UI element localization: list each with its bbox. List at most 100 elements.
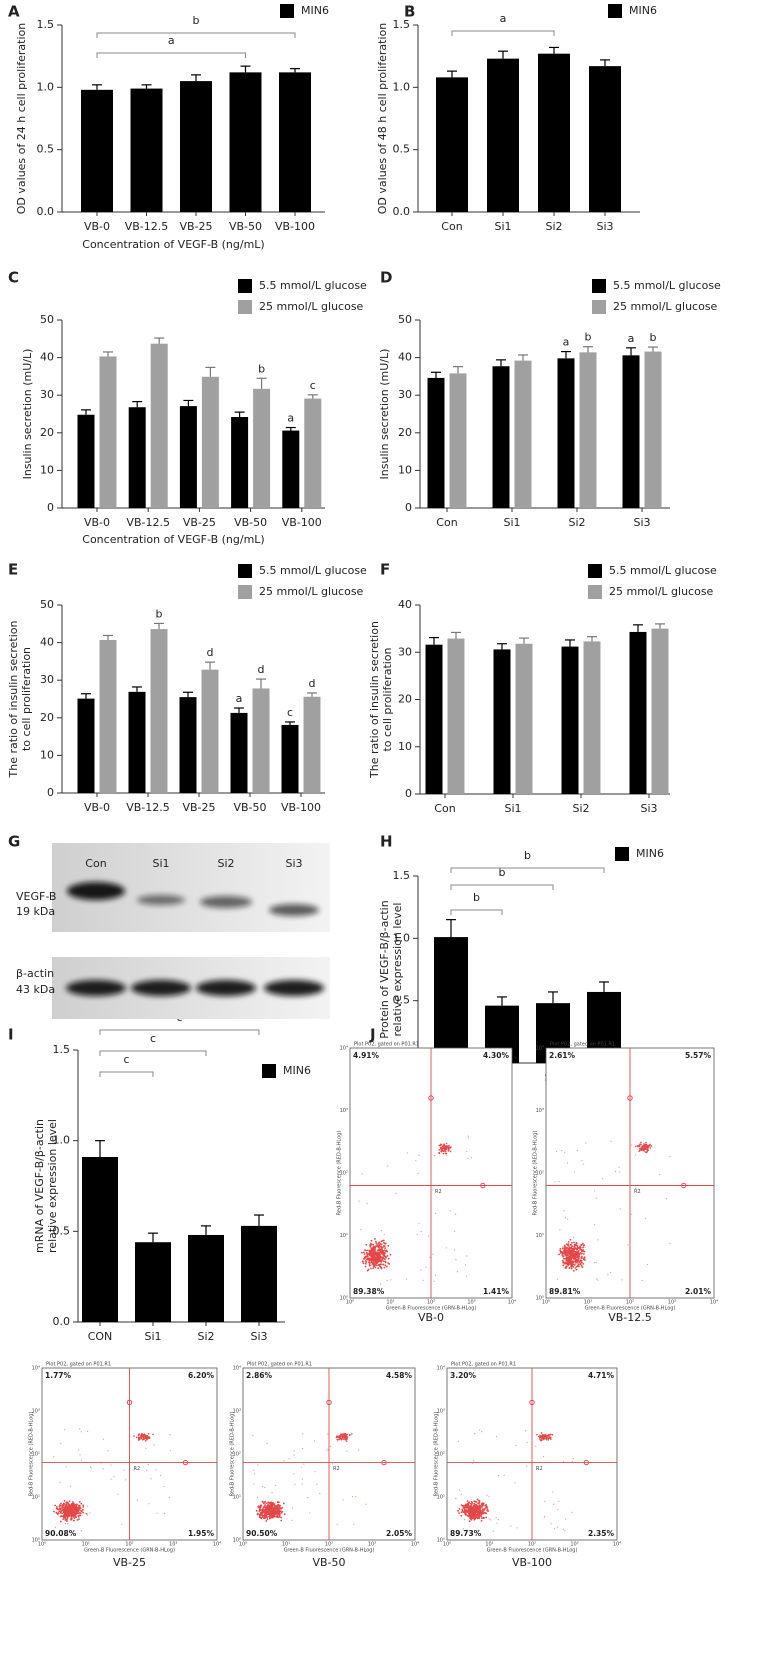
- event-dot: [560, 1252, 562, 1255]
- event-dot: [583, 1250, 586, 1253]
- event-dot: [481, 1506, 483, 1508]
- y-tick-label: 10: [398, 463, 412, 476]
- row-label: β-actin: [16, 967, 54, 980]
- event-dot: [379, 1249, 382, 1251]
- event-dot: [326, 1449, 328, 1451]
- x-tick-label: VB-100: [282, 516, 322, 529]
- panel-letter: E: [8, 561, 18, 579]
- event-dot: [526, 1441, 528, 1444]
- event-dot: [360, 1251, 363, 1254]
- y-tick-label: 1.5: [393, 18, 411, 31]
- event-dot: [541, 1435, 544, 1438]
- event-dot: [634, 1145, 637, 1148]
- event-dot: [381, 1247, 383, 1250]
- quadrant-percent: 2.86%: [246, 1371, 273, 1380]
- y-tick-label: 0: [405, 501, 412, 514]
- y-tick-label: 1.0: [53, 1134, 71, 1147]
- event-dot: [377, 1267, 380, 1269]
- plot-header: Plot P02, gated on P01.R1: [550, 1042, 615, 1048]
- event-dot: [562, 1260, 565, 1263]
- event-dot: [458, 1507, 461, 1510]
- y-tick-label: 10¹: [340, 1233, 348, 1239]
- event-dot: [386, 1254, 389, 1257]
- event-dot: [455, 1498, 457, 1500]
- event-dot: [71, 1515, 73, 1518]
- event-dot: [327, 1433, 329, 1435]
- event-dot: [405, 1278, 408, 1280]
- event-dot: [62, 1506, 65, 1509]
- event-dot: [65, 1518, 68, 1521]
- event-dot: [70, 1507, 72, 1510]
- y-tick-label: 10³: [536, 1108, 544, 1114]
- x-tick-label: 10¹: [82, 1542, 90, 1548]
- event-dot: [558, 1253, 561, 1256]
- event-dot: [442, 1144, 445, 1147]
- event-dot: [574, 1247, 577, 1250]
- event-dot: [630, 1144, 633, 1146]
- event-dot: [75, 1506, 77, 1509]
- error-bar: [95, 1140, 105, 1157]
- bar: [150, 343, 168, 508]
- event-dot: [365, 1503, 367, 1505]
- event-dot: [140, 1435, 143, 1438]
- event-dot: [593, 1261, 595, 1264]
- bracket-label: c: [150, 1032, 156, 1045]
- event-dot: [80, 1502, 83, 1505]
- event-dot: [377, 1242, 380, 1244]
- x-tick-label: 10⁴: [213, 1542, 221, 1548]
- event-dot: [123, 1469, 125, 1471]
- event-dot: [552, 1491, 554, 1493]
- x-axis-label: Green-B Fluorescence (GRN-B-HLog): [84, 1548, 175, 1554]
- legend-label: MIN6: [283, 1064, 311, 1077]
- event-dot: [282, 1502, 285, 1505]
- event-dot: [614, 1171, 617, 1173]
- event-dot: [260, 1516, 262, 1519]
- bar: [130, 88, 163, 212]
- event-dot: [526, 1465, 528, 1467]
- event-dot: [55, 1511, 58, 1514]
- event-dot: [449, 1210, 451, 1212]
- event-dot: [562, 1255, 565, 1258]
- x-tick-label: Si2: [545, 220, 562, 233]
- event-dot: [365, 1249, 367, 1252]
- error-bar: [600, 59, 610, 67]
- legend-swatch: [238, 300, 252, 314]
- event-dot: [479, 1506, 482, 1509]
- x-tick-label: CON: [88, 1330, 113, 1343]
- y-tick-label: 0.0: [393, 205, 411, 218]
- event-dot: [252, 1435, 254, 1437]
- quadrant-percent: 1.95%: [188, 1529, 215, 1538]
- event-dot: [261, 1509, 264, 1511]
- event-dot: [459, 1489, 461, 1491]
- event-dot: [368, 1264, 371, 1267]
- event-dot: [542, 1434, 544, 1436]
- event-dot: [372, 1267, 375, 1270]
- event-dot: [382, 1260, 385, 1263]
- event-dot: [445, 1146, 448, 1148]
- event-dot: [570, 1254, 573, 1257]
- event-dot: [571, 1461, 574, 1463]
- bar: [231, 417, 249, 508]
- event-dot: [384, 1264, 387, 1267]
- event-dot: [643, 1148, 646, 1151]
- y-tick-label: 0.5: [37, 143, 55, 156]
- y-tick-label: 20: [398, 426, 412, 439]
- error-bar: [633, 624, 643, 632]
- event-dot: [76, 1509, 79, 1512]
- event-dot: [669, 1242, 671, 1245]
- event-dot: [638, 1145, 641, 1148]
- quadrant-percent: 2.61%: [549, 1051, 576, 1060]
- error-bar: [183, 399, 194, 407]
- event-dot: [540, 1439, 543, 1442]
- event-dot: [373, 1257, 376, 1260]
- event-dot: [301, 1478, 303, 1480]
- quadrant-handle: [326, 1399, 332, 1406]
- bar: [622, 355, 640, 508]
- legend-label: 5.5 mmol/L glucose: [259, 564, 367, 577]
- y-axis-label: The ratio of insulin secretion: [7, 621, 20, 779]
- y-axis-label: relative expression level: [46, 1119, 59, 1253]
- event-dot: [619, 1171, 621, 1173]
- quadrant-percent: 90.50%: [246, 1529, 278, 1538]
- y-tick-label: 50: [40, 313, 54, 326]
- event-dot: [444, 1148, 447, 1151]
